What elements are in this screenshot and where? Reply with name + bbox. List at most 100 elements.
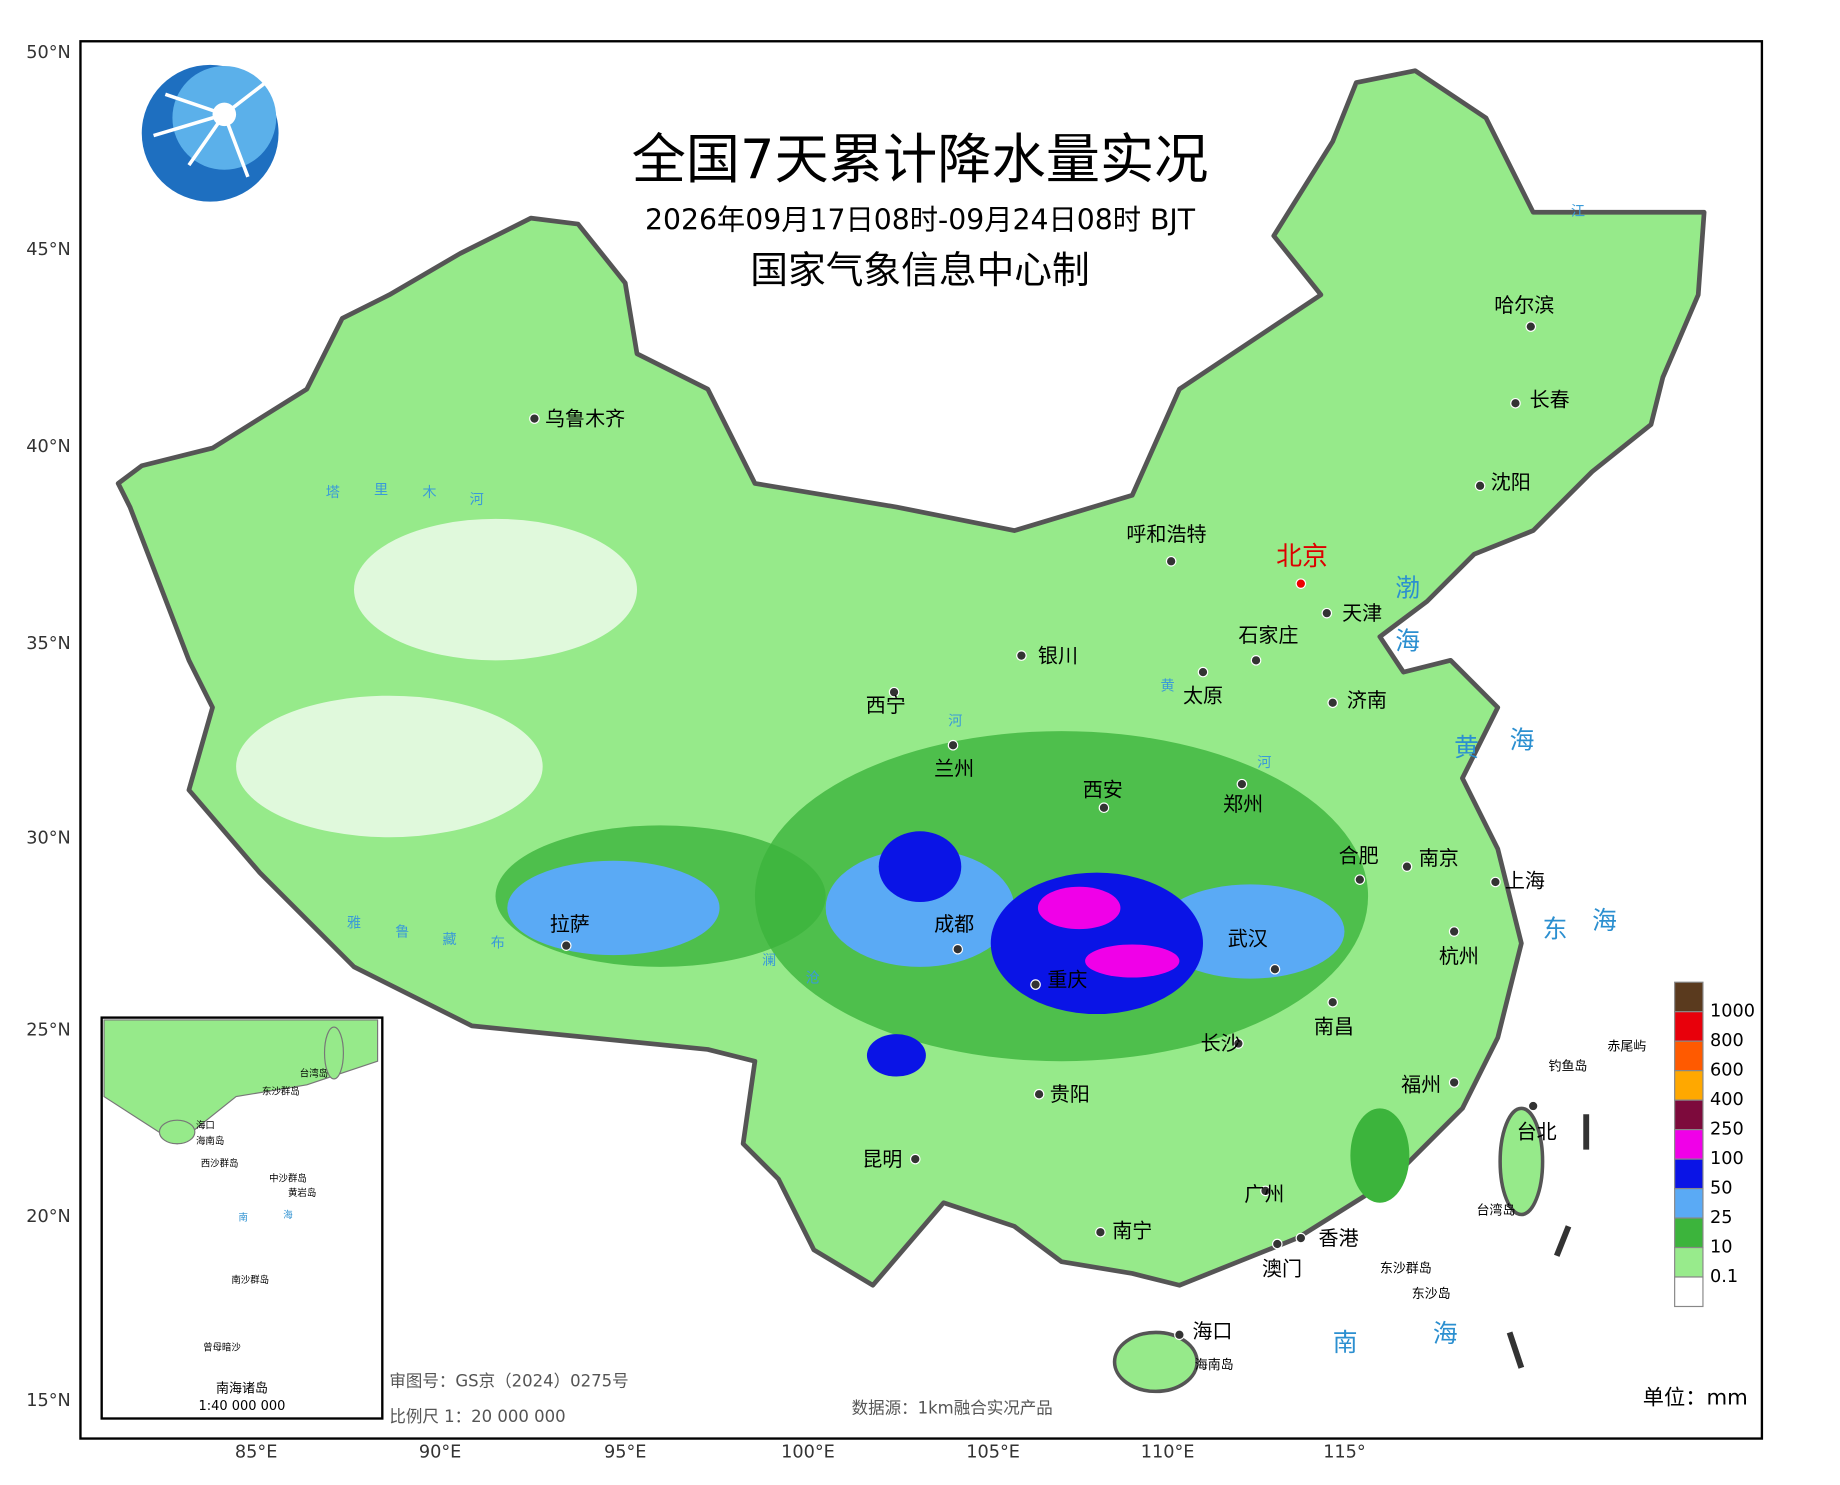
approval-note: 审图号：GS京（2024）0275号: [389, 1371, 628, 1390]
city-label: 长沙: [1201, 1031, 1241, 1055]
city-marker: [909, 1153, 921, 1165]
city-label: 杭州: [1439, 944, 1479, 968]
city-marker: [1250, 655, 1262, 666]
city-label: 南昌: [1314, 1015, 1354, 1039]
inset: [100, 1016, 384, 1420]
capital-marker: [1295, 578, 1307, 589]
river-label: 鲁: [395, 925, 409, 941]
sea-label: 海: [1433, 1319, 1458, 1348]
legend-swatch: [1674, 1276, 1704, 1308]
city-label: 昆明: [862, 1147, 902, 1171]
inset-label: 东沙群岛: [262, 1085, 300, 1097]
lat-label: 15°N: [26, 1391, 71, 1411]
scale-note: 比例尺 1：20 000 000: [389, 1407, 565, 1426]
lat-label: 35°N: [26, 634, 71, 654]
city-label: 台北: [1517, 1120, 1557, 1144]
place-label: 东沙岛: [1412, 1286, 1451, 1302]
legend-label: 0.1: [1710, 1267, 1738, 1287]
sea-label: 黄: [1454, 733, 1479, 762]
city-marker: [952, 943, 964, 955]
river-label: 澜: [762, 953, 776, 969]
city-label: 长春: [1530, 387, 1570, 411]
city-label: 广州: [1244, 1182, 1284, 1206]
lon-label: 85°E: [235, 1443, 278, 1463]
city-label: 石家庄: [1238, 623, 1298, 647]
city-marker: [1321, 607, 1333, 619]
city-label: 贵阳: [1050, 1082, 1090, 1106]
legend-label: 400: [1710, 1090, 1744, 1110]
city-label: 上海: [1505, 868, 1545, 892]
city-marker: [888, 686, 900, 698]
capital-label: 北京: [1276, 542, 1328, 572]
hainan: [1112, 1330, 1199, 1394]
lat-label: 45°N: [26, 240, 71, 260]
lat-label: 20°N: [26, 1207, 71, 1227]
city-label: 福州: [1401, 1072, 1441, 1096]
legend-label: 50: [1710, 1179, 1732, 1199]
river-label: 木: [422, 485, 436, 501]
city-marker: [1271, 1238, 1283, 1250]
nine-dash-line: [1506, 1114, 1590, 1369]
river-label: 河: [470, 492, 484, 508]
city-label: 天津: [1342, 601, 1382, 625]
city-marker: [1098, 802, 1110, 814]
inset-scale: 1:40 000 000: [199, 1399, 286, 1414]
place-label: 海南岛: [1195, 1357, 1234, 1373]
place-label: 东沙群岛: [1380, 1260, 1432, 1276]
city-label: 太原: [1183, 683, 1223, 707]
city-marker: [1016, 650, 1027, 661]
river-label: 布: [491, 935, 505, 951]
city-marker: [1197, 666, 1209, 678]
lat-label: 40°N: [26, 437, 71, 457]
sea-label: 东: [1543, 914, 1568, 943]
lon-label: 90°E: [419, 1443, 462, 1463]
river-label: 里: [374, 483, 388, 499]
city-marker: [1474, 480, 1486, 492]
river-label: 江: [1571, 204, 1585, 220]
rain-areas: [236, 518, 1410, 1203]
legend-swatch: [1674, 1129, 1704, 1160]
river-label: 藏: [442, 932, 456, 948]
city-label: 香港: [1319, 1226, 1359, 1250]
legend-swatch: [1674, 1187, 1704, 1219]
city-label: 合肥: [1339, 844, 1379, 868]
legend-label: 800: [1710, 1031, 1744, 1051]
lon-label: 110°E: [1141, 1443, 1195, 1463]
city-marker: [1174, 1329, 1185, 1341]
place-label: 钓鱼岛: [1548, 1059, 1587, 1075]
city-marker: [1236, 778, 1248, 790]
lat-label: 30°N: [26, 828, 71, 848]
lon-label: 105°E: [966, 1443, 1020, 1463]
city-marker: [1327, 697, 1339, 709]
river-label: 沧: [806, 970, 820, 987]
city-label: 西安: [1083, 778, 1123, 802]
inset-label: 海: [283, 1209, 293, 1221]
city-label: 澳门: [1262, 1256, 1302, 1280]
place-label: 台湾岛: [1477, 1202, 1516, 1218]
city-marker: [1448, 926, 1460, 937]
river-label: 雅: [347, 915, 361, 931]
sea-label: 海: [1592, 906, 1617, 935]
inset-label: 黄岩岛: [288, 1187, 316, 1199]
city-label: 哈尔滨: [1494, 293, 1554, 317]
city-label: 济南: [1347, 688, 1387, 712]
sea-label: 海: [1510, 726, 1535, 755]
inset-label: 中沙群岛: [269, 1173, 307, 1185]
lon-label: 95°E: [604, 1443, 647, 1463]
city-marker: [1260, 1185, 1271, 1197]
inset-label: 海南岛: [196, 1135, 224, 1147]
river-label: 黄: [1161, 677, 1175, 694]
legend-swatch: [1674, 1070, 1704, 1101]
city-marker: [1233, 1038, 1244, 1049]
city-marker: [1490, 876, 1501, 888]
city-label: 呼和浩特: [1126, 522, 1206, 546]
city-label: 乌鲁木齐: [545, 406, 625, 430]
lon-label: 115°: [1323, 1443, 1366, 1463]
city-label: 南宁: [1112, 1219, 1152, 1243]
city-label: 成都: [934, 912, 974, 936]
legend-swatch: [1674, 981, 1704, 1013]
inset-label: 南沙群岛: [231, 1274, 269, 1286]
city-marker: [1527, 1100, 1539, 1112]
